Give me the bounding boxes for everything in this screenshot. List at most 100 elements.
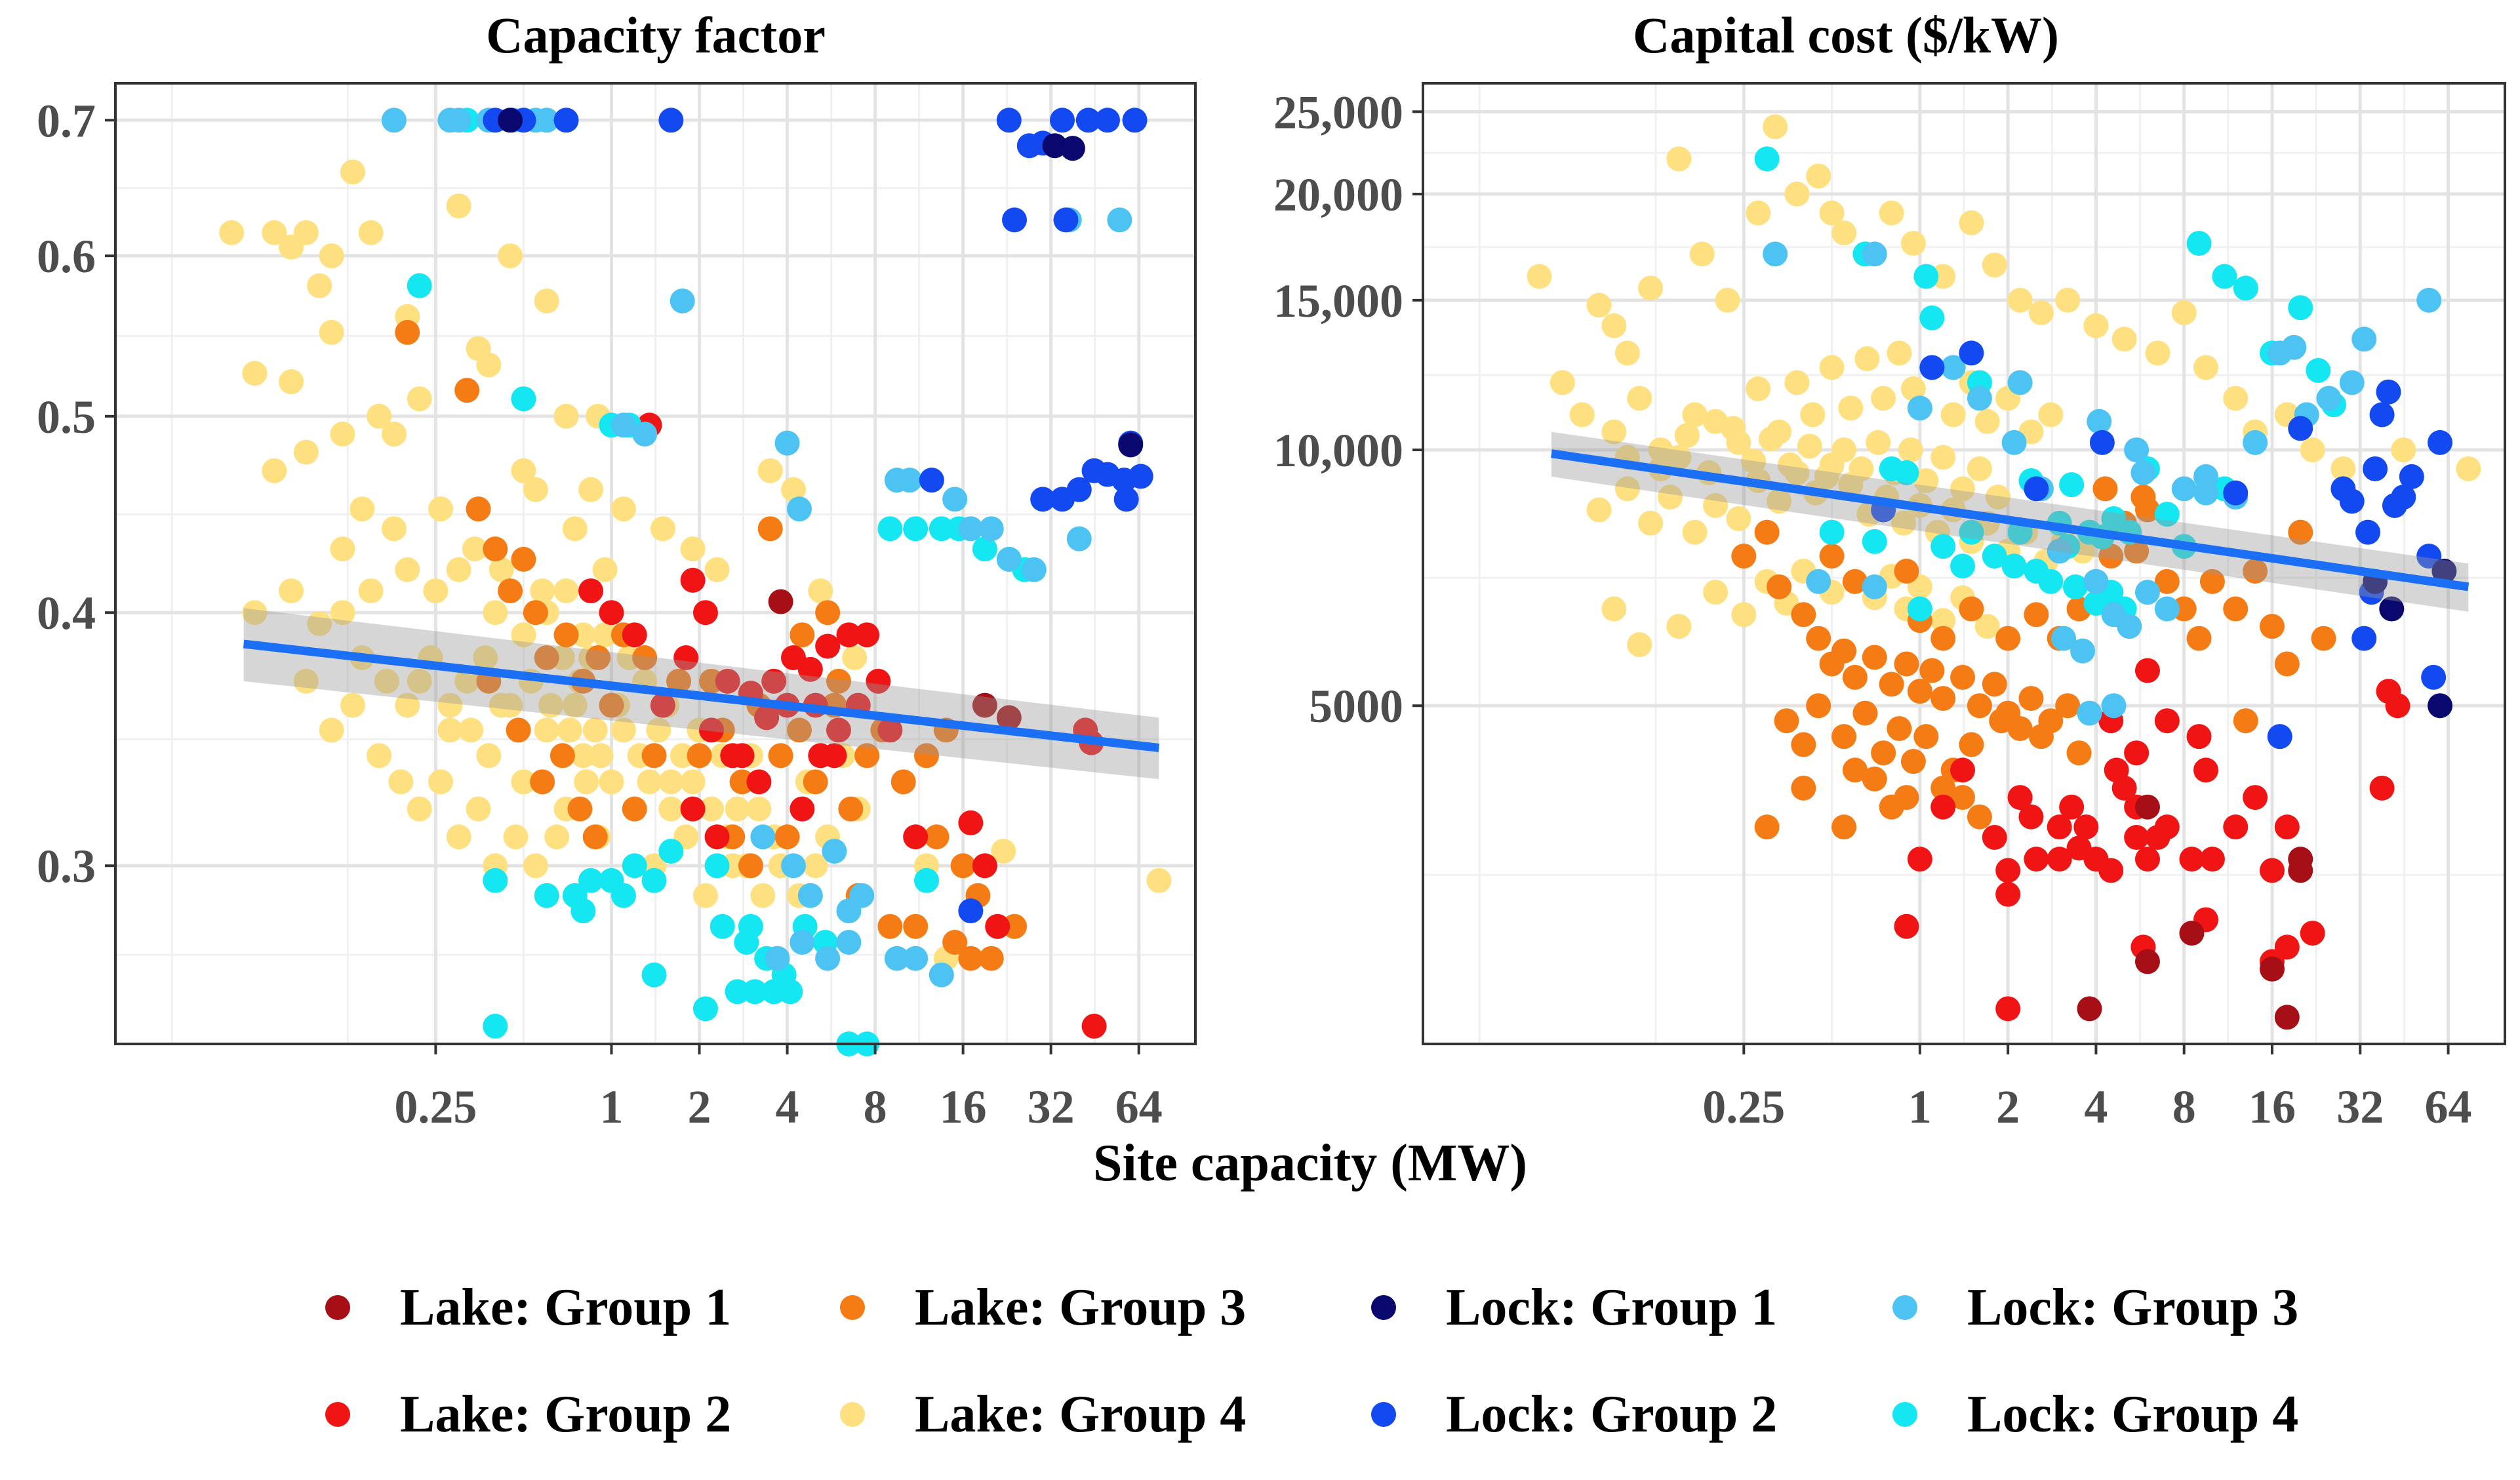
point-lake-group-4 [704, 557, 730, 582]
point-lake-group-2 [1950, 757, 1976, 783]
point-lock-group-3 [1107, 207, 1132, 233]
point-lock-group-4 [778, 979, 803, 1005]
x-tick-label: 2 [688, 1081, 711, 1133]
point-lake-group-4 [1726, 506, 1751, 531]
point-lake-group-4 [1831, 220, 1857, 246]
point-lake-group-4 [2193, 355, 2218, 380]
point-lake-group-2 [1081, 1013, 1107, 1039]
point-lake-group-4 [1854, 346, 1880, 372]
point-lake-group-2 [958, 810, 984, 835]
point-lake-group-3 [1894, 558, 1919, 584]
point-lock-group-4 [2212, 264, 2237, 289]
point-lake-group-3 [913, 743, 939, 769]
point-lock-group-1 [2431, 558, 2457, 584]
point-lake-group-4 [991, 839, 1016, 864]
point-lake-group-3 [2092, 476, 2118, 502]
point-lake-group-3 [1806, 626, 1831, 651]
point-lock-group-3 [822, 839, 847, 864]
point-lake-group-3 [2066, 740, 2092, 766]
point-lake-group-4 [319, 319, 344, 345]
point-lock-group-2 [1066, 477, 1092, 502]
point-lake-group-4 [428, 496, 453, 522]
point-lake-group-4 [1601, 419, 1627, 445]
point-lake-group-4 [330, 600, 355, 626]
point-lock-group-3 [2193, 464, 2218, 489]
legend-label: Lake: Group 1 [400, 1279, 731, 1336]
point-lock-group-4 [641, 868, 667, 893]
point-lake-group-3 [395, 319, 420, 345]
point-lake-group-3 [815, 600, 841, 626]
x-tick-label: 16 [940, 1081, 987, 1133]
legend-label: Lake: Group 2 [400, 1386, 731, 1443]
point-lock-group-4 [692, 996, 718, 1022]
point-lock-group-4 [1907, 596, 1932, 622]
point-lake-group-3 [1930, 775, 1956, 801]
point-lock-group-3 [815, 946, 841, 971]
point-lock-group-4 [1919, 305, 1945, 330]
point-lake-group-4 [1741, 449, 1767, 474]
point-lake-group-3 [1950, 664, 1976, 690]
point-lake-group-4 [407, 386, 432, 412]
point-lock-group-3 [534, 108, 559, 133]
point-lock-group-2 [958, 898, 984, 924]
point-lake-group-2 [815, 633, 841, 659]
point-lake-group-4 [553, 578, 579, 604]
point-lake-group-4 [1703, 580, 1729, 605]
point-lake-group-2 [2385, 693, 2410, 719]
point-lake-group-4 [423, 578, 449, 604]
trend-line [243, 639, 1160, 752]
point-lake-group-4 [1974, 614, 2000, 639]
point-lock-group-2 [1128, 464, 1153, 489]
point-lock-group-3 [670, 288, 695, 313]
point-lock-group-2 [2391, 485, 2416, 510]
point-lake-group-3 [2024, 602, 2049, 628]
point-lock-group-3 [929, 962, 954, 988]
point-lock-group-2 [1122, 108, 1148, 133]
point-lake-group-2 [2059, 794, 2085, 820]
point-lake-group-2 [746, 769, 772, 795]
point-lake-group-4 [1657, 485, 1683, 510]
point-lake-group-3 [2154, 569, 2180, 594]
y-tick-label: 25,000 [1273, 86, 1403, 138]
point-lock-group-4 [641, 962, 667, 988]
point-lake-group-4 [530, 578, 555, 604]
point-lake-group-4 [407, 796, 432, 822]
point-lake-group-4 [2028, 300, 2054, 325]
point-lake-group-3 [1930, 626, 1956, 651]
point-lake-group-2 [761, 668, 787, 694]
point-lake-group-3 [958, 946, 984, 971]
point-lake-group-3 [1774, 708, 1799, 734]
point-lake-group-2 [2024, 847, 2049, 872]
point-lake-group-2 [2154, 708, 2180, 734]
point-lake-group-4 [534, 288, 559, 313]
capital-cost-y-ticks: 5000 10,000 15,000 20,000 25,000 [1273, 86, 1423, 732]
point-lake-group-2 [715, 668, 740, 694]
y-tick-label: 20,000 [1273, 169, 1403, 221]
point-lake-group-4 [562, 692, 588, 718]
point-lock-group-3 [1862, 241, 1887, 267]
point-lake-group-4 [1986, 485, 2011, 510]
point-lake-group-2 [578, 578, 604, 604]
point-lake-group-2 [985, 913, 1010, 939]
point-lake-group-4 [1777, 452, 1803, 478]
point-lake-group-3 [1852, 700, 1878, 726]
point-lock-group-2 [1053, 207, 1079, 233]
point-lock-group-3 [2007, 370, 2033, 395]
point-lake-group-4 [692, 883, 718, 908]
point-lake-group-2 [698, 717, 724, 743]
point-lake-group-4 [842, 645, 868, 671]
point-lock-group-2 [1959, 340, 1984, 366]
point-lake-group-2 [2104, 757, 2129, 783]
capacity-factor-panel: Capacity factor 0.25 1 2 4 8 16 32 64 0.3 0.4 0.5… [37, 7, 1197, 1133]
point-lake-group-4 [1703, 492, 1729, 518]
legend-item-lock-group-2: Lock: Group 2 [1371, 1386, 1777, 1443]
point-lock-group-3 [2077, 700, 2102, 726]
y-tick-label: 0.4 [37, 587, 96, 639]
point-lock-group-4 [2001, 553, 2027, 579]
point-lake-group-3 [2018, 686, 2044, 711]
point-lake-group-4 [358, 220, 384, 245]
point-lake-group-3 [1887, 716, 1912, 742]
point-lock-group-4 [1959, 519, 1984, 545]
point-lake-group-3 [2259, 614, 2285, 639]
point-lake-group-4 [658, 769, 684, 795]
